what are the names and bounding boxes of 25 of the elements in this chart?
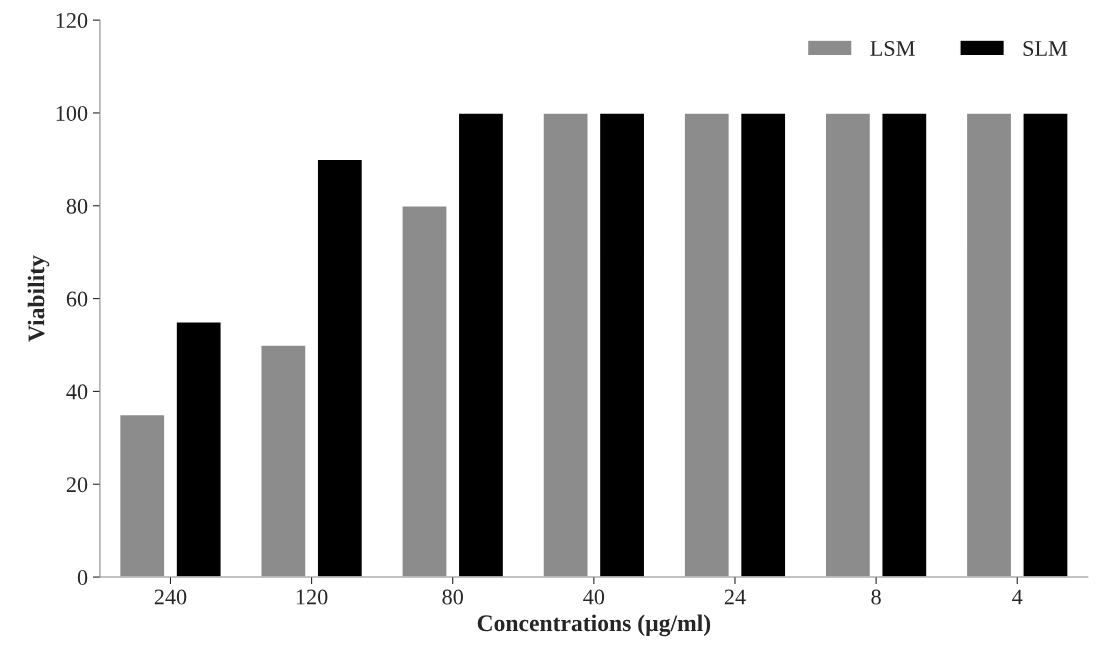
y-tick-label: 100 <box>56 105 88 121</box>
y-tick-label: 0 <box>77 569 88 585</box>
x-tick-label: 40 <box>583 589 605 605</box>
x-tick-label: 120 <box>296 589 328 605</box>
bar <box>881 112 928 578</box>
bar <box>739 112 787 578</box>
y-tick-label: 40 <box>66 384 88 400</box>
bar <box>316 158 364 578</box>
x-tick-label: 8 <box>871 589 881 605</box>
y-tick-label: 60 <box>66 291 88 307</box>
bar <box>1022 112 1069 578</box>
bar <box>175 321 222 578</box>
bar <box>598 112 646 578</box>
y-tick-label: 80 <box>66 198 88 214</box>
y-axis-title: Viability <box>27 255 50 342</box>
x-tick-label: 24 <box>724 589 746 605</box>
x-tick-label: 240 <box>154 589 187 605</box>
x-axis-title: Concentrations (µg/ml) <box>477 614 711 637</box>
bar <box>457 112 505 578</box>
y-tick-label: 120 <box>56 13 88 29</box>
legend-label: SLM <box>1023 40 1068 56</box>
x-tick-label: 4 <box>1012 589 1023 605</box>
legend-label: LSM <box>870 40 915 56</box>
y-tick-label: 20 <box>66 477 88 493</box>
x-tick-label: 80 <box>442 589 463 605</box>
